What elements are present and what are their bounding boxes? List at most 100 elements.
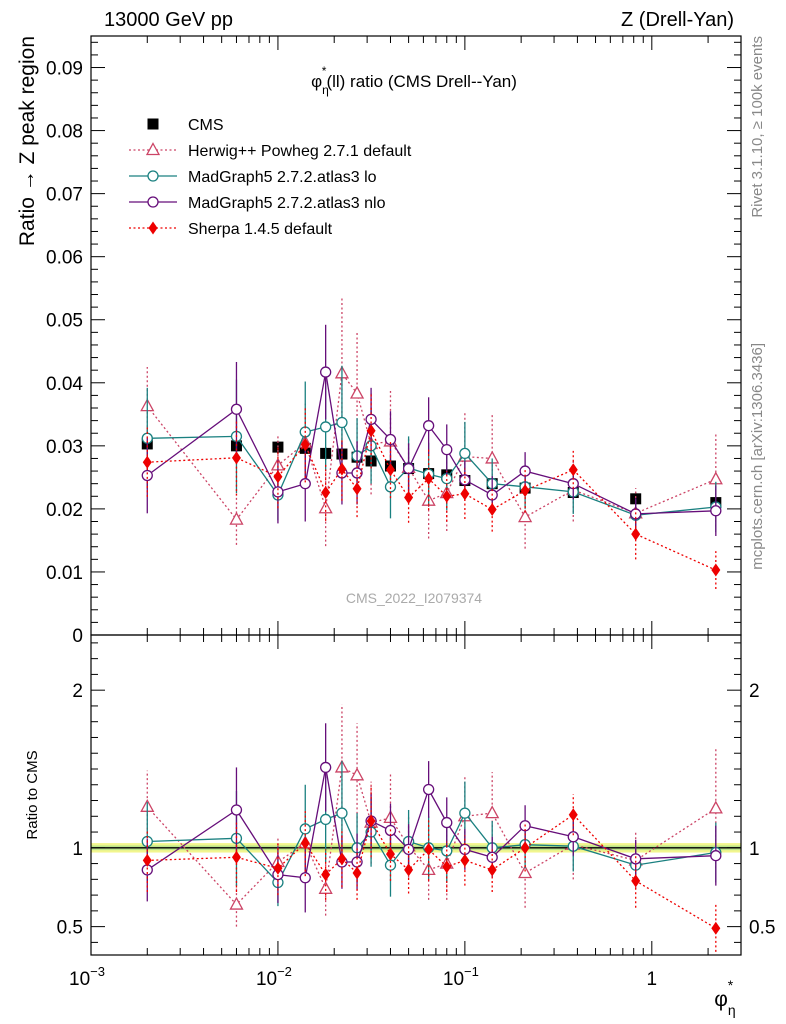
herwig-powheg-2-7-1-default-ratio-point bbox=[518, 865, 533, 879]
analysis-watermark: CMS_2022_I2079374 bbox=[346, 590, 482, 606]
madgraph5-2-7-2-atlas3-nlo-main-point bbox=[384, 433, 397, 446]
madgraph5-2-7-2-atlas3-lo-main-point bbox=[336, 416, 348, 429]
sherpa-1-4-5-default-ratio-series bbox=[142, 784, 721, 952]
legend-entry-herwig-powheg-2-7-1-default: Herwig++ Powheg 2.7.1 default bbox=[129, 142, 412, 160]
madgraph5-2-7-2-atlas3-nlo-ratio-point bbox=[230, 804, 243, 816]
main-y-tick-label: 0.06 bbox=[46, 248, 83, 269]
header-left: 13000 GeV pp bbox=[104, 9, 233, 31]
madgraph5-2-7-2-atlas3-nlo-main-point bbox=[459, 474, 471, 486]
main-y-tick-label: 0.05 bbox=[46, 311, 83, 332]
madgraph5-2-7-2-atlas3-lo-main-point bbox=[459, 447, 471, 460]
sherpa-1-4-5-default-main-point bbox=[142, 455, 152, 469]
ratio-y-tick-label: 1 bbox=[72, 839, 83, 860]
madgraph5-2-7-2-atlas3-nlo-ratio-point bbox=[299, 872, 311, 884]
legend: CMS Herwig++ Powheg 2.7.1 default MadGraph… bbox=[129, 117, 412, 238]
chart-title: φη *(ll) ratio (CMS Drell--Yan) bbox=[311, 64, 517, 97]
ratio-y-tick-label-right: 0.5 bbox=[749, 918, 775, 939]
madgraph5-2-7-2-atlas3-lo-ratio-point bbox=[459, 807, 471, 819]
madgraph5-2-7-2-atlas3-nlo-main-point bbox=[141, 469, 153, 482]
legend-marker bbox=[147, 170, 159, 182]
legend-label: CMS bbox=[188, 117, 224, 134]
data-marks bbox=[140, 297, 723, 952]
herwig-powheg-2-7-1-default-ratio-line bbox=[146, 766, 717, 906]
x-axis-label: φη * bbox=[714, 977, 735, 1018]
sherpa-1-4-5-default-main-point bbox=[460, 487, 470, 501]
madgraph5-2-7-2-atlas3-lo-ratio-point bbox=[336, 807, 348, 819]
madgraph5-2-7-2-atlas3-lo-main-series bbox=[141, 365, 722, 533]
x-tick-label: 10−3 bbox=[69, 964, 105, 990]
x-tick-label: 10−1 bbox=[443, 964, 479, 990]
xlabel-eta: η bbox=[728, 1002, 736, 1018]
legend-marker bbox=[145, 142, 161, 156]
herwig-powheg-2-7-1-default-main-line bbox=[146, 371, 717, 521]
sherpa-1-4-5-default-ratio-point bbox=[424, 842, 434, 856]
madgraph5-2-7-2-atlas3-nlo-ratio-point bbox=[402, 843, 415, 856]
sherpa-1-4-5-default-ratio-point bbox=[352, 866, 362, 880]
herwig-powheg-2-7-1-default-ratio-point bbox=[318, 880, 333, 894]
madgraph5-2-7-2-atlas3-lo-ratio-line bbox=[147, 811, 716, 884]
sherpa-1-4-5-default-main-point bbox=[631, 527, 641, 541]
madgraph5-2-7-2-atlas3-nlo-main-point bbox=[320, 366, 332, 378]
madgraph5-2-7-2-atlas3-nlo-main-point bbox=[351, 467, 363, 479]
main-y-tick-label: 0.09 bbox=[46, 59, 83, 80]
madgraph5-2-7-2-atlas3-nlo-main-point bbox=[402, 462, 415, 475]
herwig-powheg-2-7-1-default-ratio-point bbox=[349, 767, 365, 781]
sherpa-1-4-5-default-main-point bbox=[231, 451, 241, 465]
madgraph5-2-7-2-atlas3-nlo-ratio-point bbox=[486, 851, 498, 863]
main-y-tick-label: 0.08 bbox=[46, 122, 83, 143]
main-y-tick-label: 0.04 bbox=[46, 374, 83, 395]
y-axis-label: Ratio → Z peak region bbox=[16, 36, 39, 246]
title-rest: (ll) ratio (CMS Drell--Yan) bbox=[326, 72, 516, 91]
sherpa-1-4-5-default-ratio-point bbox=[231, 850, 241, 864]
xlabel-star: * bbox=[728, 977, 734, 993]
madgraph5-2-7-2-atlas3-nlo-main-point bbox=[272, 486, 284, 498]
madgraph5-2-7-2-atlas3-nlo-main-point bbox=[422, 420, 435, 432]
ratio-plot-border bbox=[90, 634, 742, 956]
legend-label: Herwig++ Powheg 2.7.1 default bbox=[188, 143, 412, 160]
madgraph5-2-7-2-atlas3-nlo-ratio-point bbox=[710, 850, 722, 862]
madgraph5-2-7-2-atlas3-nlo-main-point bbox=[299, 478, 311, 490]
madgraph5-2-7-2-atlas3-nlo-ratio-point bbox=[441, 816, 453, 829]
sherpa-1-4-5-default-main-point bbox=[487, 503, 497, 517]
madgraph5-2-7-2-atlas3-nlo-ratio-line bbox=[146, 767, 716, 879]
sherpa-1-4-5-default-ratio-point bbox=[442, 860, 452, 874]
legend-label: MadGraph5 2.7.2.atlas3 lo bbox=[188, 169, 377, 186]
madgraph5-2-7-2-atlas3-nlo-main-point bbox=[441, 443, 453, 456]
herwig-powheg-2-7-1-default-ratio-point bbox=[485, 805, 500, 819]
sherpa-1-4-5-default-main-point bbox=[568, 463, 578, 477]
legend-entry-madgraph5-2-7-2-atlas3-nlo: MadGraph5 2.7.2.atlas3 nlo bbox=[129, 195, 386, 212]
legend-entry-sherpa-1-4-5-default: Sherpa 1.4.5 default bbox=[129, 221, 333, 238]
madgraph5-2-7-2-atlas3-nlo-ratio-point bbox=[320, 761, 332, 774]
sherpa-1-4-5-default-main-point bbox=[385, 463, 395, 477]
sherpa-1-4-5-default-main-point bbox=[520, 484, 530, 498]
sherpa-1-4-5-default-ratio-point bbox=[568, 808, 578, 822]
legend-marker bbox=[147, 196, 159, 208]
rivet-version-label: Rivet 3.1.10, ≥ 100k events bbox=[749, 36, 766, 218]
madgraph5-2-7-2-atlas3-lo-main-point bbox=[320, 421, 332, 433]
madgraph5-2-7-2-atlas3-nlo-main-point bbox=[230, 403, 243, 415]
sherpa-1-4-5-default-main-line bbox=[147, 428, 717, 571]
ratio-y-tick-label: 2 bbox=[72, 681, 83, 702]
ratio-y-tick-label-right: 2 bbox=[749, 681, 760, 702]
ratio-y-axis-label: Ratio to CMS bbox=[24, 750, 41, 839]
legend-label: MadGraph5 2.7.2.atlas3 nlo bbox=[188, 195, 386, 212]
herwig-powheg-2-7-1-default-main-point bbox=[518, 509, 533, 523]
sherpa-1-4-5-default-main-point bbox=[711, 563, 721, 577]
main-y-tick-label: 0.02 bbox=[46, 500, 83, 521]
title-eta: η bbox=[322, 83, 329, 97]
title-phi: φ bbox=[311, 72, 322, 91]
madgraph5-2-7-2-atlas3-nlo-ratio-point bbox=[630, 853, 642, 865]
sherpa-1-4-5-default-main-point bbox=[404, 491, 414, 505]
sherpa-1-4-5-default-ratio-point bbox=[711, 921, 721, 935]
madgraph5-2-7-2-atlas3-nlo-main-series bbox=[141, 324, 722, 537]
header-right: Z (Drell-Yan) bbox=[621, 9, 734, 31]
madgraph5-2-7-2-atlas3-nlo-ratio-point bbox=[567, 831, 579, 843]
main-y-tick-label: 0.01 bbox=[46, 563, 83, 584]
ratio-plot-frame: 0.5 0.5 1 1 2 2 10−3 10−2 10−1 1 bbox=[57, 36, 775, 990]
sherpa-1-4-5-default-main-point bbox=[352, 482, 362, 496]
sherpa-1-4-5-default-main-point bbox=[337, 462, 347, 476]
sherpa-1-4-5-default-main-point bbox=[273, 470, 283, 484]
madgraph5-2-7-2-atlas3-nlo-main-point bbox=[710, 505, 722, 517]
x-tick-label: 10−2 bbox=[256, 964, 292, 990]
